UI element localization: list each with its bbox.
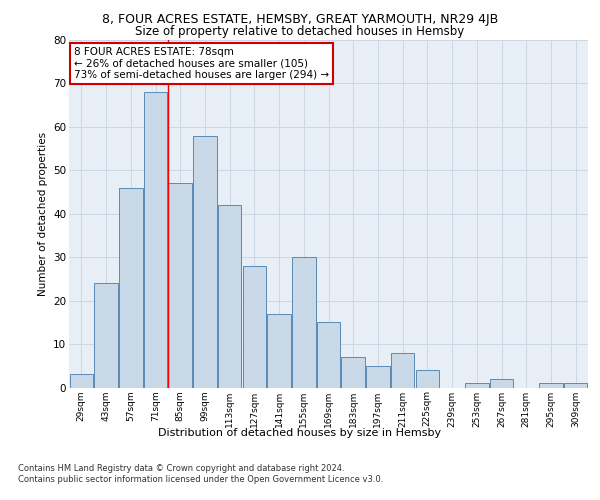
Bar xyxy=(218,205,241,388)
Bar xyxy=(94,283,118,388)
Bar xyxy=(292,257,316,388)
Bar xyxy=(465,383,488,388)
Bar xyxy=(119,188,143,388)
Y-axis label: Number of detached properties: Number of detached properties xyxy=(38,132,47,296)
Bar xyxy=(193,136,217,388)
Text: Contains HM Land Registry data © Crown copyright and database right 2024.: Contains HM Land Registry data © Crown c… xyxy=(18,464,344,473)
Bar xyxy=(366,366,389,388)
Text: Distribution of detached houses by size in Hemsby: Distribution of detached houses by size … xyxy=(158,428,442,438)
Text: 8, FOUR ACRES ESTATE, HEMSBY, GREAT YARMOUTH, NR29 4JB: 8, FOUR ACRES ESTATE, HEMSBY, GREAT YARM… xyxy=(102,12,498,26)
Bar xyxy=(317,322,340,388)
Bar xyxy=(539,383,563,388)
Bar xyxy=(169,184,192,388)
Text: 8 FOUR ACRES ESTATE: 78sqm
← 26% of detached houses are smaller (105)
73% of sem: 8 FOUR ACRES ESTATE: 78sqm ← 26% of deta… xyxy=(74,47,329,80)
Text: Size of property relative to detached houses in Hemsby: Size of property relative to detached ho… xyxy=(136,25,464,38)
Bar xyxy=(341,357,365,388)
Bar xyxy=(70,374,93,388)
Bar xyxy=(242,266,266,388)
Bar xyxy=(144,92,167,388)
Bar xyxy=(391,353,415,388)
Text: Contains public sector information licensed under the Open Government Licence v3: Contains public sector information licen… xyxy=(18,475,383,484)
Bar xyxy=(564,383,587,388)
Bar xyxy=(268,314,291,388)
Bar xyxy=(416,370,439,388)
Bar xyxy=(490,379,513,388)
